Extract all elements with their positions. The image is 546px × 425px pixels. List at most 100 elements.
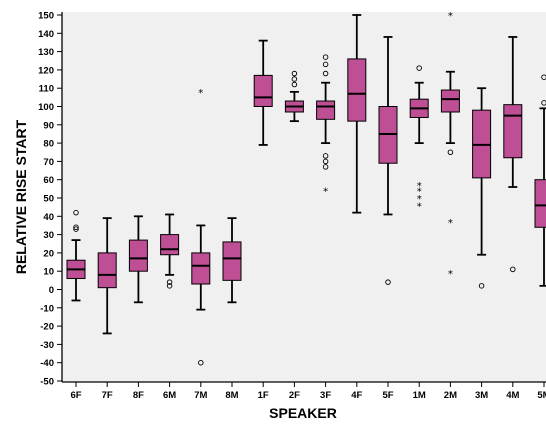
outlier-point [322, 61, 329, 68]
iqr-box [534, 179, 546, 228]
extreme-point: * [323, 187, 328, 198]
outlier-point [478, 283, 485, 289]
x-tick-label: 5M [537, 390, 546, 401]
y-tick-label: -40 [40, 358, 54, 369]
iqr-box [191, 252, 211, 285]
x-tick-label: 5F [382, 390, 393, 401]
iqr-box [253, 74, 273, 107]
box-5F [378, 36, 398, 285]
y-tick-label: 140 [38, 29, 54, 40]
outlier-point [385, 279, 391, 285]
outlier-point [166, 279, 173, 285]
box-7F [97, 217, 117, 335]
y-tick-label: 60 [43, 175, 54, 186]
box-3M [472, 87, 492, 289]
box-6F [66, 209, 86, 302]
y-tick-label: 100 [38, 102, 54, 113]
extreme-point: * [417, 194, 422, 205]
extreme-point: * [198, 88, 203, 99]
x-tick-label: 7F [102, 390, 113, 401]
y-tick-label: 150 [38, 11, 54, 22]
outlier-point [510, 266, 516, 273]
box-7M: * [191, 88, 211, 366]
iqr-box [347, 58, 367, 122]
y-tick-label: 50 [43, 194, 54, 205]
outlier-point [541, 74, 546, 80]
y-tick-label: 80 [43, 139, 54, 150]
outlier-point [291, 81, 298, 88]
y-tick-label: -10 [40, 303, 54, 314]
y-tick-label: 0 [49, 285, 54, 296]
y-tick-label: 130 [38, 47, 54, 58]
box-3F: * [316, 54, 336, 198]
y-tick-label: 120 [38, 65, 54, 76]
x-tick-label: 1F [258, 390, 269, 401]
outlier-point [541, 100, 546, 106]
outlier-point [322, 70, 329, 77]
x-tick-label: 3F [320, 390, 331, 401]
iqr-box [222, 241, 242, 281]
extreme-point: * [448, 218, 453, 229]
x-ticks: 6F 7F 8F 6M 7M 8M 1F 2F 3F 4F 5F 1M 2M 3M 4M 5M [70, 382, 546, 401]
x-tick-label: 8F [133, 390, 144, 401]
box-1F [253, 39, 273, 146]
iqr-box [160, 234, 180, 256]
y-tick-label: -30 [40, 340, 54, 351]
x-tick-label: 3M [475, 390, 488, 401]
y-tick-label: -20 [40, 322, 54, 333]
outlier-point [198, 359, 204, 366]
box-5M [534, 74, 546, 287]
outlier-point [73, 224, 79, 231]
boxes-layer: ********* [66, 11, 546, 366]
x-axis-title: SPEAKER [269, 405, 337, 421]
outlier-point [322, 164, 329, 170]
extreme-point: * [417, 181, 422, 192]
outlier-point [166, 283, 173, 289]
y-tick-label: 110 [39, 84, 54, 95]
iqr-box [316, 100, 336, 120]
box-4M [503, 36, 523, 273]
box-8F [128, 215, 148, 304]
x-tick-label: 4F [351, 390, 362, 401]
x-tick-label: 2M [444, 390, 457, 401]
iqr-box [503, 104, 523, 159]
outlier-point [291, 76, 298, 82]
outlier-point [73, 226, 79, 232]
y-tick-label: 20 [43, 248, 54, 259]
outlier-point [73, 209, 79, 216]
x-tick-label: 1M [413, 390, 426, 401]
x-tick-label: 2F [289, 390, 300, 401]
outlier-point [322, 54, 329, 60]
box-2M: * * * [440, 11, 460, 280]
x-tick-label: 4M [506, 390, 519, 401]
y-ticks: -50 -40 -30 -20 -10 0 10 20 30 40 50 60 70 80 90 100 110… [38, 11, 62, 388]
plot-area [62, 12, 546, 382]
box-8M [222, 217, 242, 304]
iqr-box [440, 89, 460, 113]
y-tick-label: 40 [43, 212, 54, 223]
extreme-point: * [417, 187, 422, 198]
outlier-point [291, 70, 298, 77]
y-tick-label: 30 [43, 230, 54, 241]
y-tick-label: 10 [43, 267, 54, 278]
x-tick-label: 6F [70, 390, 81, 401]
x-tick-label: 7M [194, 390, 207, 401]
y-tick-label: -50 [40, 377, 54, 388]
x-tick-label: 8M [225, 390, 238, 401]
y-axis-title: RELATIVE RISE START [13, 119, 29, 274]
y-tick-label: 90 [43, 120, 54, 131]
outlier-point [447, 149, 454, 155]
box-2F [284, 70, 304, 123]
iqr-box [97, 252, 117, 289]
outlier-point [322, 158, 329, 165]
x-tick-label: 6M [163, 390, 176, 401]
box-6M [160, 213, 180, 289]
y-tick-label: 70 [43, 157, 54, 168]
extreme-point: * [417, 201, 422, 212]
extreme-point: * [448, 269, 453, 280]
box-4F [347, 14, 367, 214]
outlier-point [416, 65, 422, 71]
extreme-point: * [448, 11, 453, 22]
outlier-point [322, 153, 329, 159]
